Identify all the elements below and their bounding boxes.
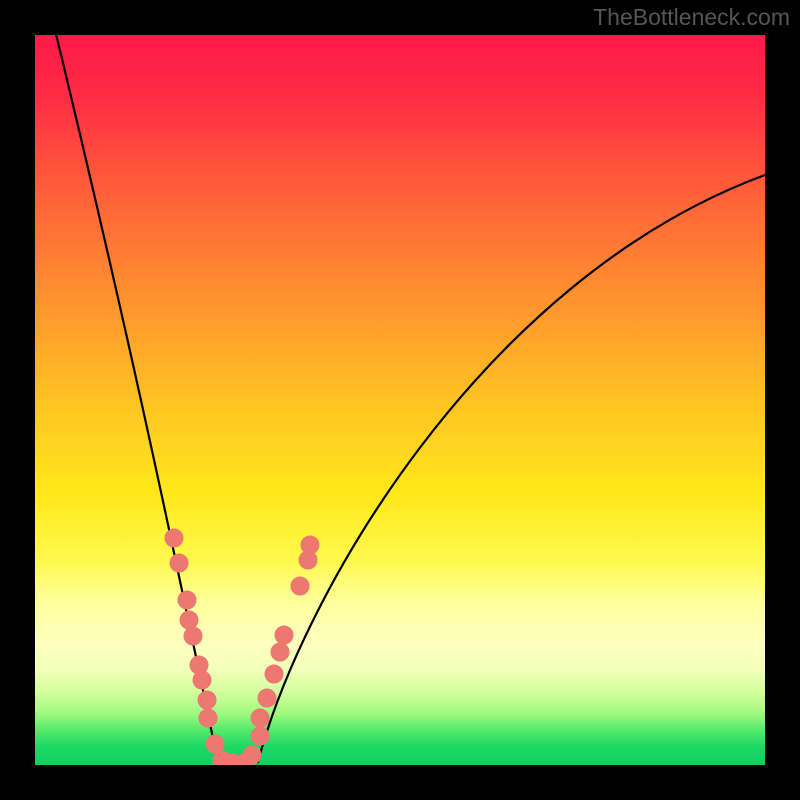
data-marker — [301, 536, 319, 554]
data-marker — [178, 591, 196, 609]
bottleneck-chart — [0, 0, 800, 800]
data-marker — [271, 643, 289, 661]
data-marker — [251, 709, 269, 727]
data-marker — [243, 746, 261, 764]
data-marker — [165, 529, 183, 547]
data-marker — [206, 735, 224, 753]
data-marker — [265, 665, 283, 683]
data-marker — [184, 627, 202, 645]
data-marker — [258, 689, 276, 707]
data-marker — [170, 554, 188, 572]
chart-plot-area — [35, 35, 765, 765]
data-marker — [251, 727, 269, 745]
data-marker — [193, 671, 211, 689]
chart-container: TheBottleneck.com — [0, 0, 800, 800]
data-marker — [180, 611, 198, 629]
watermark-text: TheBottleneck.com — [593, 4, 790, 31]
data-marker — [198, 691, 216, 709]
data-marker — [291, 577, 309, 595]
data-marker — [199, 709, 217, 727]
data-marker — [275, 626, 293, 644]
